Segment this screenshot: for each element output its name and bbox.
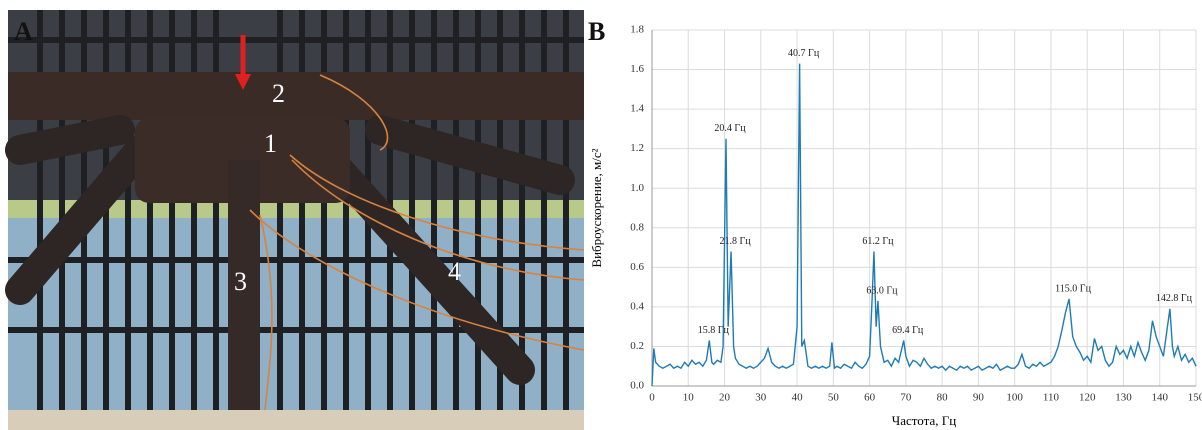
y-tick-label: 0.0 xyxy=(630,380,644,392)
peak-label: 115.0 Гц xyxy=(1055,283,1091,294)
peak-label: 21.8 Гц xyxy=(719,236,751,247)
x-tick-label: 10 xyxy=(683,392,695,404)
x-tick-label: 100 xyxy=(1006,392,1023,404)
peak-label: 69.4 Гц xyxy=(892,325,924,336)
spectrum-line xyxy=(651,63,1197,387)
y-tick-label: 1.4 xyxy=(630,103,644,115)
y-tick-label: 1.8 xyxy=(630,24,644,36)
wires xyxy=(249,74,585,411)
peak-label: 142.8 Гц xyxy=(1156,293,1193,304)
x-tick-label: 80 xyxy=(937,392,949,404)
beam xyxy=(8,72,584,120)
x-tick-label: 140 xyxy=(1151,392,1168,404)
y-tick-label: 0.6 xyxy=(630,261,644,273)
peak-label: 63.0 Гц xyxy=(866,285,898,296)
marker-label: 1 xyxy=(264,129,277,158)
x-tick-label: 30 xyxy=(755,392,767,404)
x-tick-label: 110 xyxy=(1043,392,1060,404)
y-tick-label: 0.2 xyxy=(630,340,644,352)
x-tick-label: 50 xyxy=(828,392,840,404)
peak-label: 40.7 Гц xyxy=(788,48,820,59)
panel-label: A xyxy=(14,17,33,46)
x-tick-label: 130 xyxy=(1115,392,1132,404)
panel-label: B xyxy=(588,17,605,46)
y-tick-label: 1.0 xyxy=(630,182,644,194)
x-tick-label: 150 xyxy=(1188,392,1202,404)
y-tick-label: 1.2 xyxy=(630,142,644,154)
concrete xyxy=(8,410,584,430)
marker-label: 2 xyxy=(272,79,285,108)
x-tick-label: 20 xyxy=(719,392,731,404)
peak-label: 20.4 Гц xyxy=(714,123,746,134)
x-tick-label: 40 xyxy=(792,392,804,404)
x-axis-title: Частота, Гц xyxy=(892,413,956,428)
y-tick-label: 0.8 xyxy=(630,221,644,233)
y-tick-label: 0.4 xyxy=(630,300,644,312)
photo: 2 1 3 4 A xyxy=(5,10,585,430)
x-tick-label: 0 xyxy=(649,392,655,404)
y-axis-title: Виброускорение, м/с² xyxy=(589,148,604,267)
marker-label: 3 xyxy=(234,267,247,296)
x-tick-label: 60 xyxy=(864,392,876,404)
braces xyxy=(5,115,575,385)
peak-label: 15.8 Гц xyxy=(698,325,730,336)
peak-label: 61.2 Гц xyxy=(862,236,894,247)
post xyxy=(228,160,260,415)
y-tick-label: 1.6 xyxy=(630,63,644,75)
x-tick-label: 90 xyxy=(973,392,985,404)
marker-label: 4 xyxy=(448,257,461,286)
arrow-head xyxy=(235,74,251,90)
x-tick-label: 70 xyxy=(900,392,912,404)
x-tick-label: 120 xyxy=(1079,392,1096,404)
